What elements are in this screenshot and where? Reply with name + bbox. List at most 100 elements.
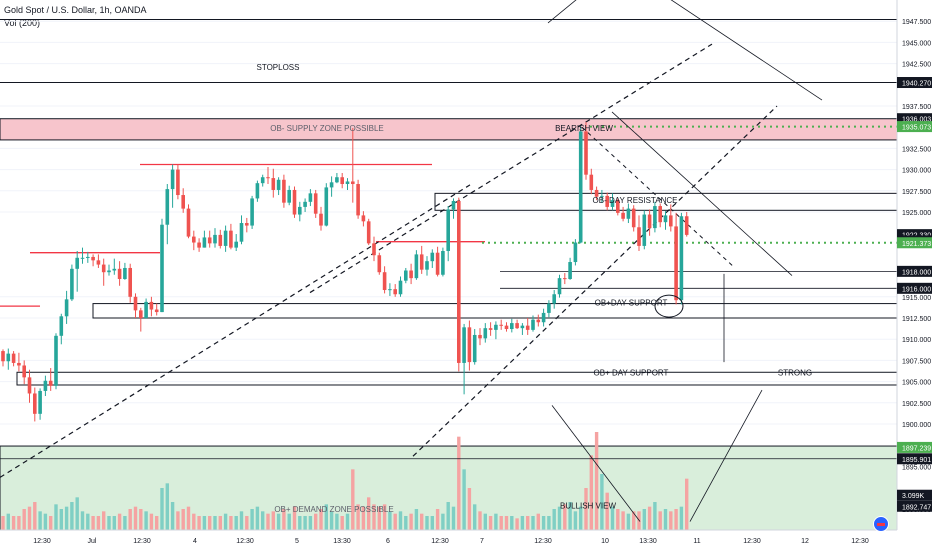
candle-body <box>626 208 631 219</box>
price-tag <box>897 77 932 89</box>
volume-bar <box>557 506 562 530</box>
candle-body <box>335 177 339 183</box>
volume-bar <box>351 469 355 530</box>
candle-body <box>637 227 641 246</box>
volume-bar <box>75 497 79 530</box>
candle-body <box>600 195 604 197</box>
candle-body <box>663 215 668 223</box>
candle-body <box>653 206 657 229</box>
candle-body <box>563 278 567 280</box>
volume-bar <box>49 516 53 530</box>
candle-body <box>478 334 482 339</box>
candle-body <box>679 216 684 301</box>
candle-body <box>139 310 143 318</box>
volume-bar <box>361 506 366 530</box>
candle-body <box>86 256 90 258</box>
flag-icon[interactable] <box>873 516 889 532</box>
volume-bar <box>324 504 328 530</box>
candle-body <box>621 212 625 219</box>
volume-bar <box>202 516 207 530</box>
price-tag <box>897 282 932 294</box>
volume-bar <box>123 516 127 530</box>
volume-bar <box>64 506 69 530</box>
volume-bar <box>80 511 85 530</box>
candle-body <box>255 183 260 199</box>
volume-bar <box>674 509 678 530</box>
day-support-box-1 <box>92 303 898 319</box>
volume-bar <box>139 509 143 530</box>
volume-bar <box>239 511 244 530</box>
volume-indicator-label: Vol (200) <box>4 18 41 28</box>
volume-bar <box>382 504 387 530</box>
volume-bar <box>488 516 493 530</box>
candle-body <box>59 316 64 336</box>
candle-body <box>536 319 541 323</box>
volume-bar <box>663 509 668 530</box>
volume-bar <box>669 511 673 530</box>
candle-body <box>388 289 392 291</box>
candle-body <box>329 182 334 188</box>
price-axis-tick: 1905.000 <box>902 380 931 387</box>
time-axis-tick: 12:30 <box>743 538 761 545</box>
candle-body <box>504 325 509 330</box>
candle-body <box>467 327 472 363</box>
volume-bar <box>462 469 466 530</box>
volume-bar <box>420 513 424 530</box>
volume-bar <box>96 516 101 530</box>
time-axis-tick: 13:30 <box>333 538 351 545</box>
volume-bar <box>223 513 228 530</box>
volume-bar <box>563 504 567 530</box>
volume-bar <box>1 516 5 530</box>
candle-body <box>658 206 662 223</box>
bullish-arrow-line <box>689 389 763 522</box>
volume-bar <box>499 516 503 530</box>
candle-body <box>414 254 419 279</box>
candle-body <box>154 309 159 313</box>
day-support-label-2: OB+ DAY SUPPORT <box>594 368 669 377</box>
volume-bar <box>435 509 440 530</box>
time-axis-tick: 6 <box>386 538 390 545</box>
chart-legend: Gold Spot / U.S. Dollar, 1h, OANDA Vol (… <box>4 4 147 30</box>
volume-bar <box>483 513 487 530</box>
candle-body <box>605 195 609 207</box>
candle-body <box>213 234 217 244</box>
day-resistance-label: OB- DAY RESISTANCE <box>593 196 678 205</box>
candle-body <box>101 264 106 273</box>
candle-body <box>1 351 5 362</box>
candle-body <box>441 251 445 275</box>
volume-bar <box>250 509 254 530</box>
volume-bar <box>128 509 132 530</box>
price-tag-label: 1918.000 <box>902 269 931 276</box>
volume-bar <box>494 513 498 530</box>
volume-bar <box>541 516 546 530</box>
price-axis-tick: 1945.000 <box>902 40 931 47</box>
candle-body <box>64 299 69 317</box>
candle-body <box>292 189 297 215</box>
candle-body <box>128 267 132 297</box>
candle-body <box>398 280 403 295</box>
volume-bar <box>335 513 339 530</box>
volume-bar <box>414 509 419 530</box>
candle-body <box>674 226 678 301</box>
volume-bar <box>54 504 58 530</box>
volume-bar <box>292 506 297 530</box>
price-axis-tick: 1942.500 <box>902 62 931 69</box>
candle-body <box>38 390 42 414</box>
price-axis-tick: 1947.500 <box>902 19 931 26</box>
volume-bar <box>600 474 604 530</box>
volume-bar <box>642 509 646 530</box>
candle-body <box>123 267 127 279</box>
candle-body <box>430 252 435 262</box>
price-axis-tick: 1925.000 <box>902 210 931 217</box>
volume-bar <box>457 436 461 530</box>
price-tag <box>897 113 932 125</box>
volume-bar <box>245 516 249 530</box>
candle-body <box>27 377 32 394</box>
volume-bar <box>276 513 281 530</box>
volume-bar <box>531 516 535 530</box>
volume-bar <box>584 488 588 530</box>
candle-body <box>54 335 58 386</box>
volume-bar <box>510 516 514 530</box>
candle-body <box>578 131 583 243</box>
